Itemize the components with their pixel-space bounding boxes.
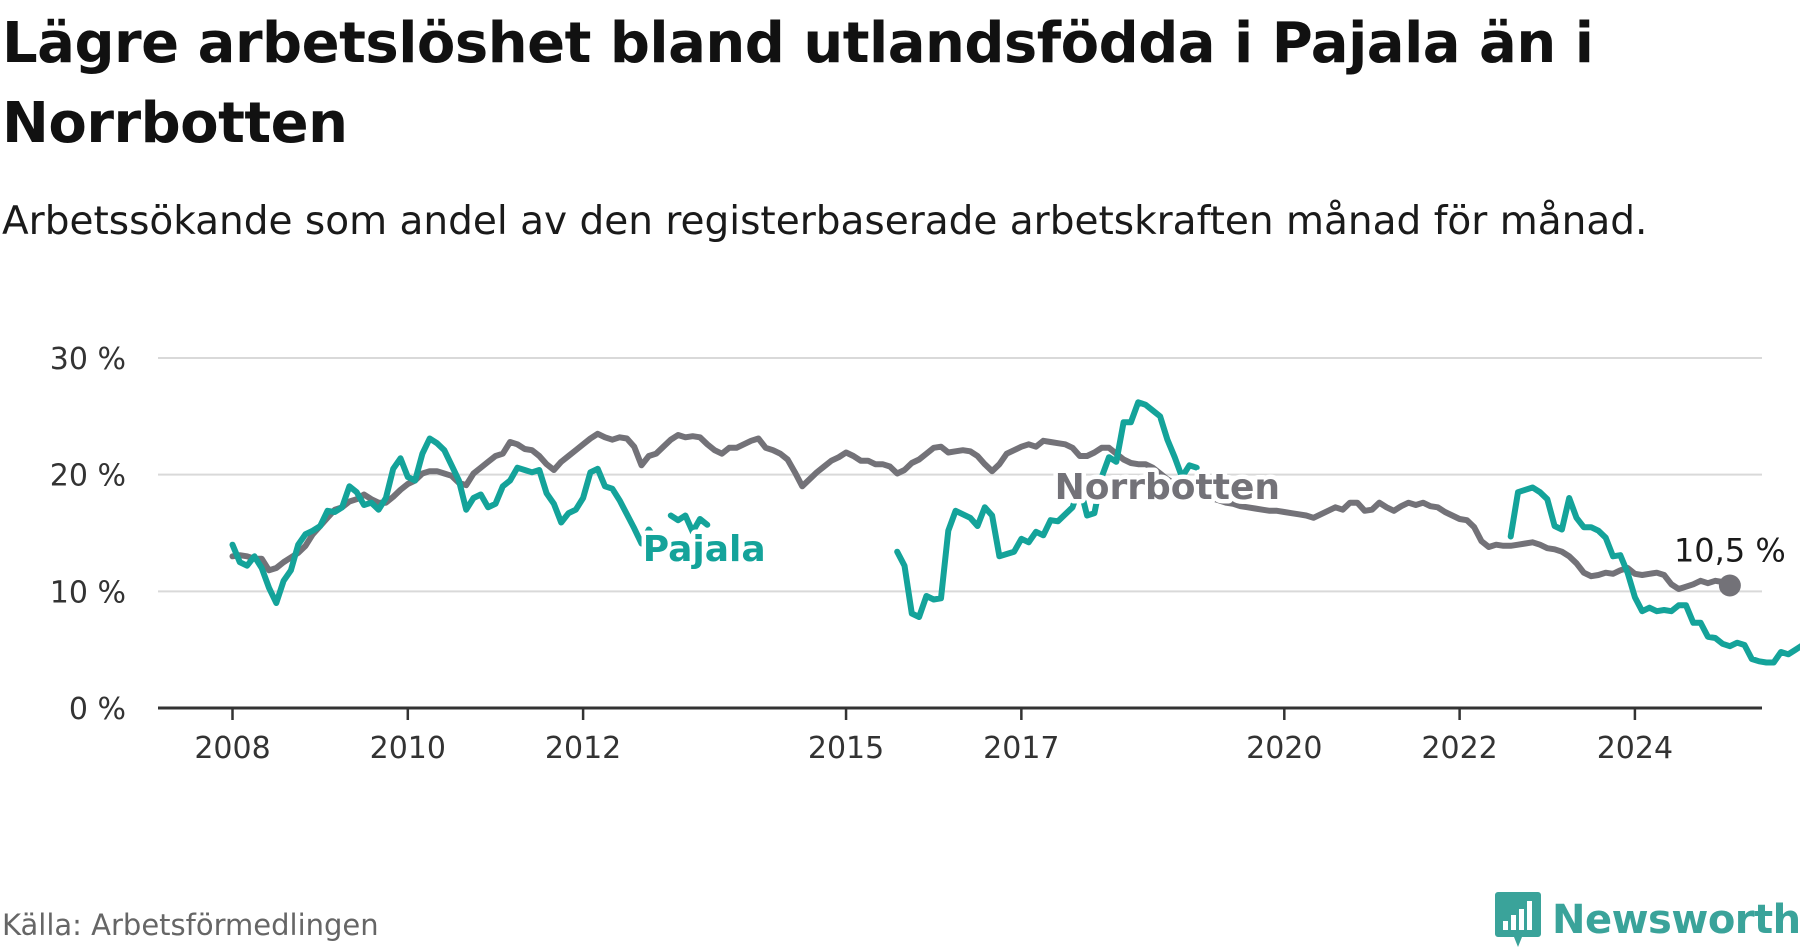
x-tick-label-2017: 2017 — [983, 731, 1059, 766]
end-point-norrbotten — [1719, 575, 1741, 597]
y-tick-label-0: 0 % — [69, 692, 126, 727]
series-line-pajala — [233, 402, 1800, 662]
series-lines — [233, 402, 1800, 662]
y-tick-label-10: 10 % — [50, 575, 126, 610]
x-tick-label-2022: 2022 — [1421, 731, 1497, 766]
x-tick-label-2010: 2010 — [370, 731, 446, 766]
end-label-norrbotten: 10,5 % — [1674, 532, 1786, 570]
y-axis: 0 % 10 % 20 % 30 % — [50, 342, 126, 727]
brand-logo: Newsworthy — [1494, 890, 1800, 950]
newsworthy-logo-icon — [1494, 890, 1542, 950]
brand-name: Newsworthy — [1552, 897, 1800, 943]
x-tick-label-2020: 2020 — [1246, 731, 1322, 766]
source-note: Källa: Arbetsförmedlingen — [2, 908, 379, 942]
series-label-pajala: Pajala — [643, 529, 766, 570]
series-label-norrbotten: Norrbotten — [1055, 467, 1280, 508]
y-tick-label-20: 20 % — [50, 459, 126, 494]
x-tick-label-2012: 2012 — [545, 731, 621, 766]
x-axis: 2008 2010 2012 2015 2017 2020 2022 2024 — [158, 708, 1762, 766]
line-chart: 0 % 10 % 20 % 30 % 2008 2010 2012 2015 2017 2020… — [0, 0, 1800, 880]
x-tick-label-2008: 2008 — [194, 731, 270, 766]
gridlines — [158, 358, 1762, 591]
x-tick-label-2024: 2024 — [1597, 731, 1673, 766]
y-tick-label-30: 30 % — [50, 342, 126, 377]
x-tick-label-2015: 2015 — [808, 731, 884, 766]
